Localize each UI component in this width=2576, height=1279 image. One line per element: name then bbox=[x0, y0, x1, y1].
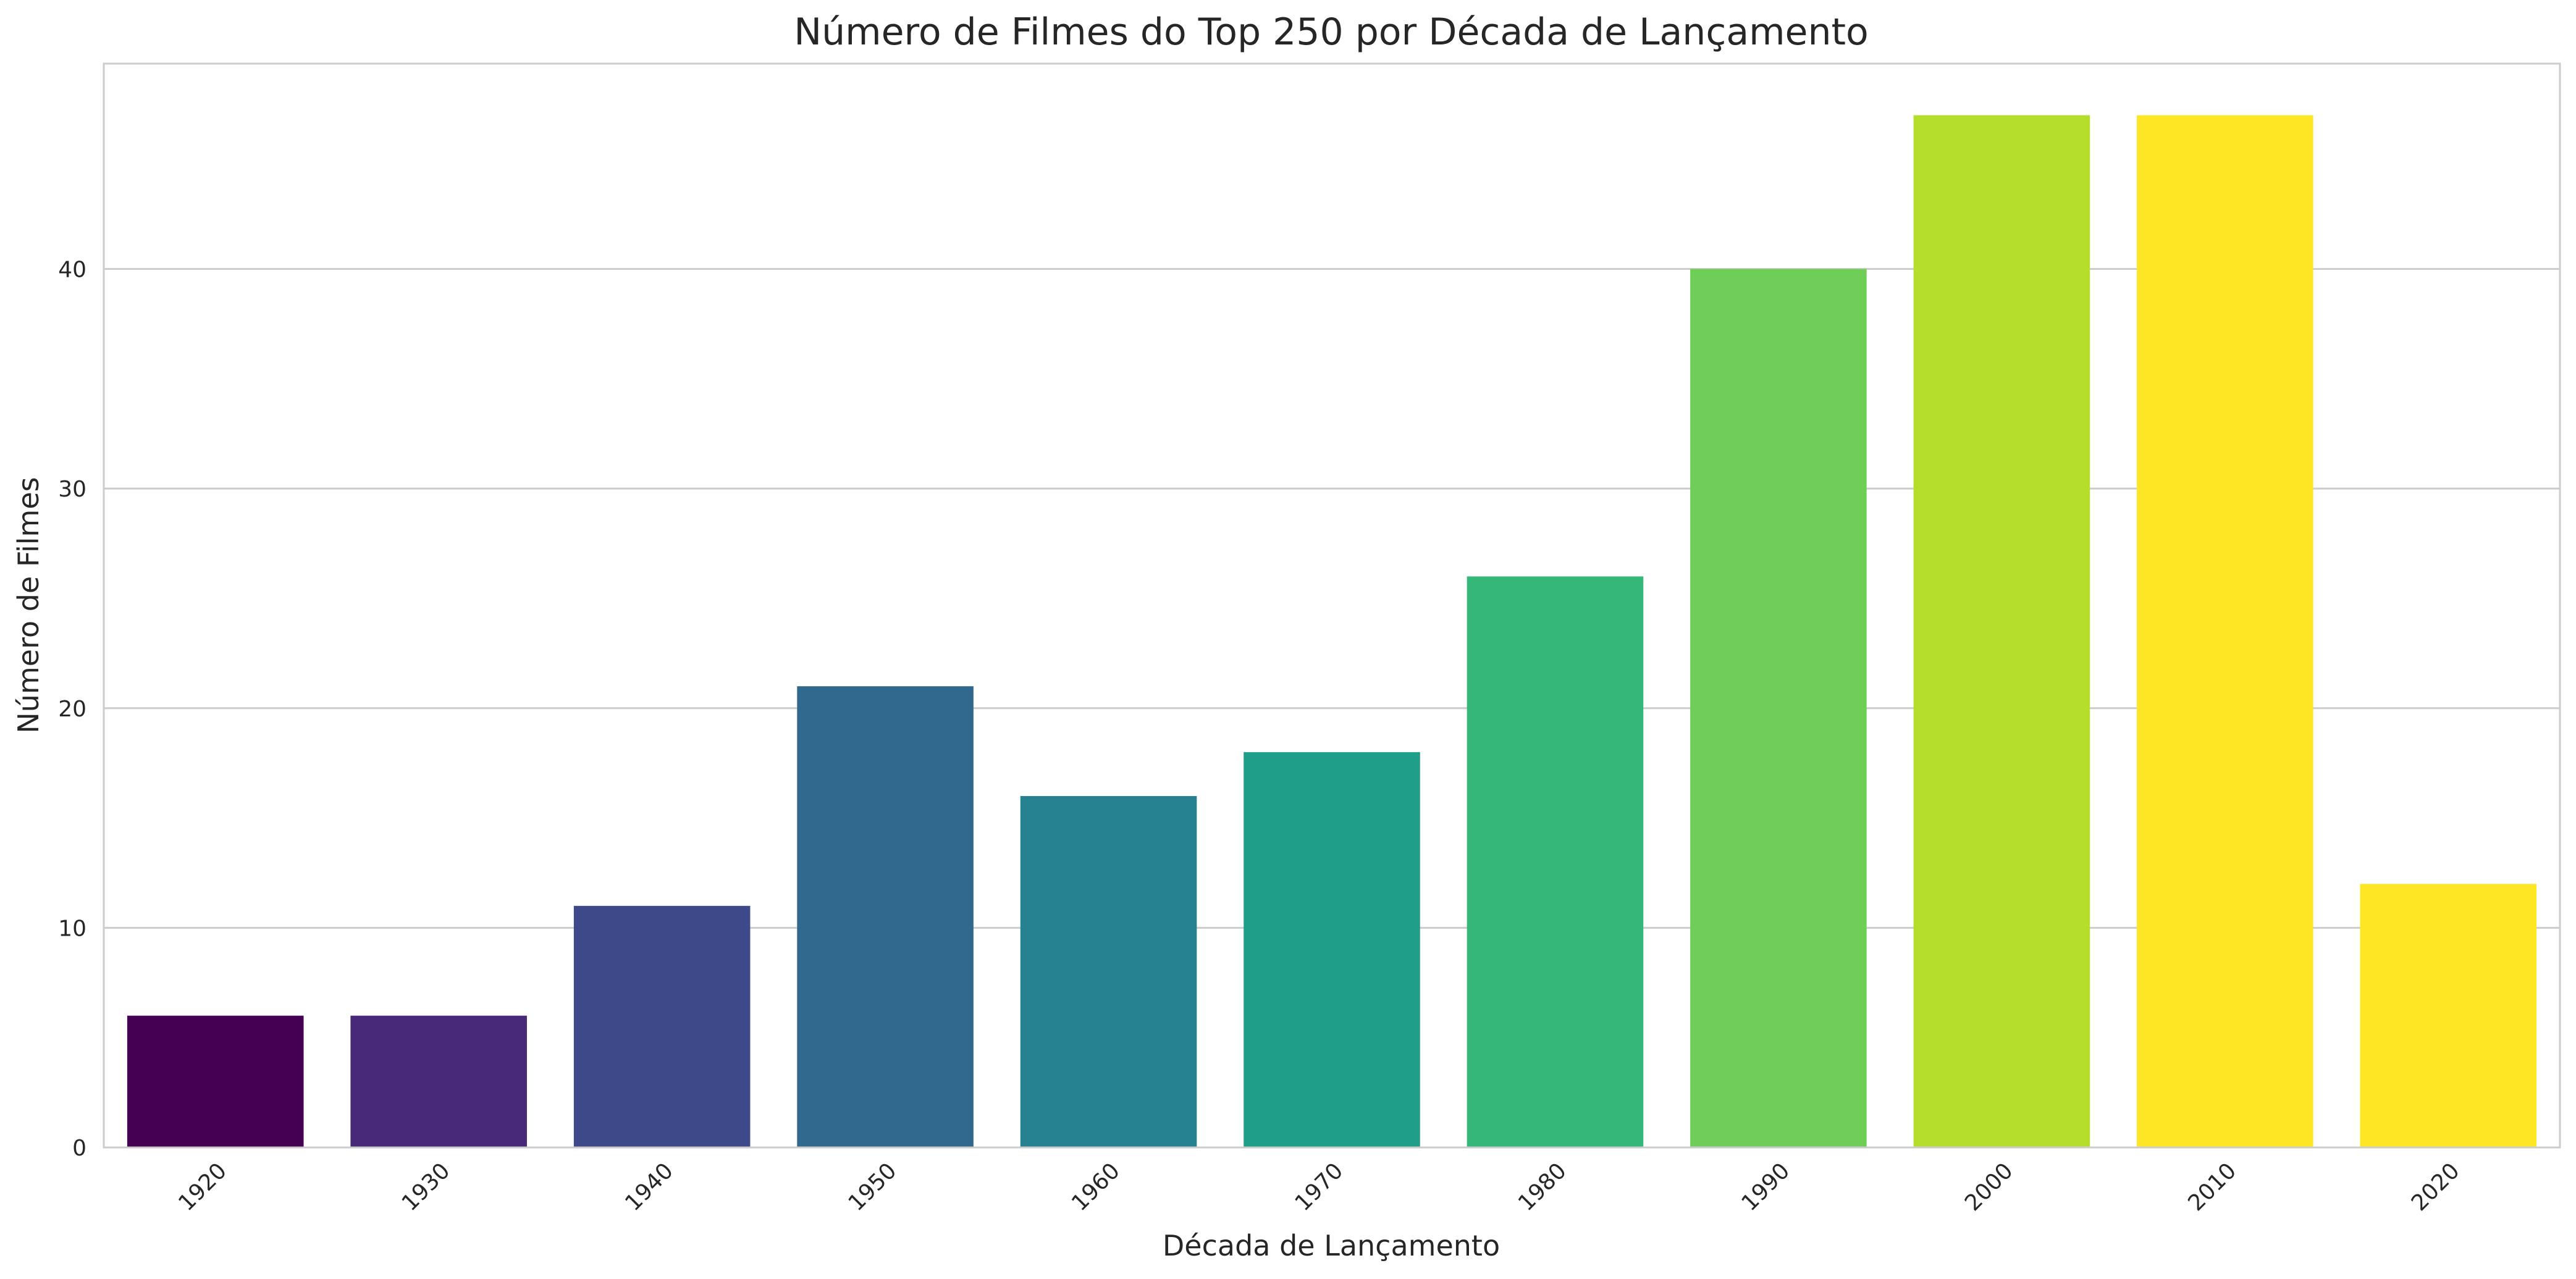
plot-frame bbox=[103, 62, 2561, 1149]
bar-2010 bbox=[2137, 115, 2313, 1148]
y-tick-label: 30 bbox=[58, 477, 86, 502]
bar-1940 bbox=[573, 905, 751, 1147]
y-tick-label: 0 bbox=[72, 1136, 86, 1161]
bar-1920 bbox=[127, 1015, 304, 1147]
bar-1950 bbox=[797, 686, 974, 1147]
y-tick-label: 10 bbox=[58, 916, 86, 941]
bars bbox=[127, 115, 2537, 1148]
bar-1960 bbox=[1020, 796, 1197, 1147]
bar-1970 bbox=[1244, 752, 1420, 1147]
chart-title: Número de Filmes do Top 250 por Década d… bbox=[794, 10, 1868, 54]
bar-1980 bbox=[1467, 576, 1644, 1147]
y-tick-label: 40 bbox=[58, 258, 86, 283]
bar-2000 bbox=[1913, 115, 2090, 1148]
y-axis-label: Número de Filmes bbox=[12, 477, 45, 733]
bar-1930 bbox=[350, 1015, 527, 1147]
bar-2020 bbox=[2360, 884, 2537, 1147]
y-tick-label: 20 bbox=[58, 697, 86, 722]
x-axis-label: Década de Lançamento bbox=[1163, 1229, 1500, 1262]
y-tick-labels: 0 10 20 30 40 bbox=[58, 258, 86, 1161]
bar-1990 bbox=[1690, 269, 1867, 1148]
